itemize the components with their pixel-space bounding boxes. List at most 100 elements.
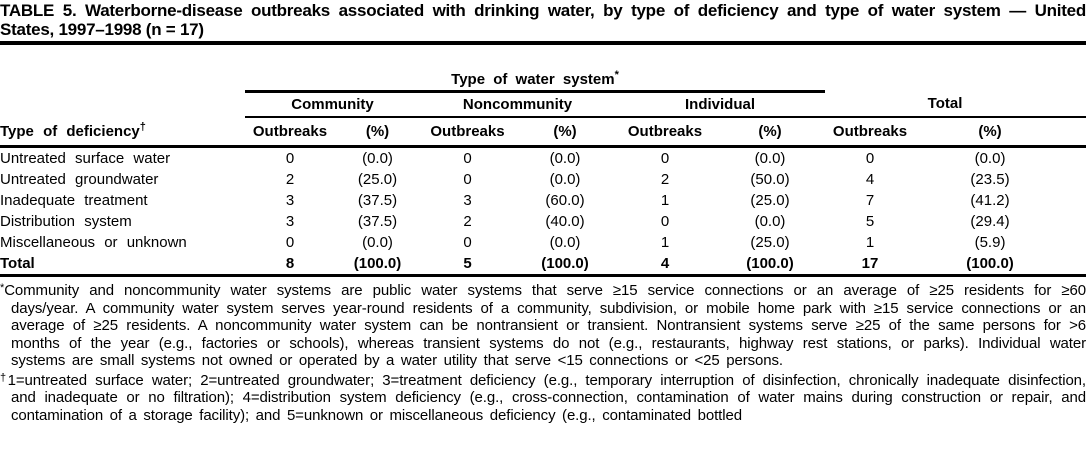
row-label: Inadequate treatment	[0, 192, 148, 209]
cell-outbreaks: 2	[660, 171, 670, 188]
row-label: Total	[0, 253, 245, 277]
cell-pct: (50.0)	[750, 171, 790, 188]
footnote-dagger: †1=untreated surface water; 2=untreated …	[0, 370, 1086, 425]
outbreaks-table: Type of water system* Community Noncommu…	[0, 45, 1086, 277]
cell-outbreaks: 4	[865, 171, 875, 188]
cell-pct: (0.0)	[549, 150, 581, 167]
footnote-text: 1=untreated surface water; 2=untreated g…	[7, 371, 1086, 424]
cell-pct: (40.0)	[545, 213, 585, 230]
cell-pct: (25.0)	[357, 171, 398, 188]
cell-pct: (25.0)	[750, 192, 790, 209]
cell-outbreaks: 3	[285, 213, 295, 230]
cell-pct: (0.0)	[754, 213, 786, 230]
row-label: Distribution system	[0, 213, 132, 230]
col-header-outbreaks-individual: Outbreaks	[615, 117, 715, 148]
col-header-outbreaks-community: Outbreaks	[245, 117, 335, 148]
column-group-total: Total	[825, 91, 1066, 118]
cell-outbreaks: 7	[865, 192, 875, 209]
col-header-pct-noncommunity: (%)	[515, 117, 615, 148]
footnote-text: Community and noncommunity water systems…	[4, 282, 1086, 369]
table-row-miscellaneous-or-unknown: Miscellaneous or unknown 0 (0.0) 0 (0.0)…	[0, 232, 1086, 253]
cell-pct: (0.0)	[549, 234, 581, 251]
asterisk-footnote-marker: *	[614, 69, 619, 81]
cell-pct: (0.0)	[549, 171, 581, 188]
cell-outbreaks: 0	[285, 234, 295, 251]
cell-spacer	[1065, 211, 1086, 232]
cell-outbreaks: 3	[463, 192, 472, 209]
col-header-outbreaks-total: Outbreaks	[825, 117, 916, 148]
cell-outbreaks: 4	[615, 253, 715, 277]
footnotes: *Community and noncommunity water system…	[0, 280, 1086, 424]
row-header-label: Type of deficiency	[0, 123, 140, 140]
cell-outbreaks: 0	[660, 213, 670, 230]
col-header-pct-total: (%)	[915, 117, 1066, 148]
cell-spacer	[1065, 190, 1086, 211]
cell-spacer	[1065, 147, 1086, 170]
cell-pct: (0.0)	[362, 150, 393, 167]
group-header-row: Community Noncommunity Individual Total	[0, 91, 1086, 118]
table-row-inadequate-treatment: Inadequate treatment 3 (37.5) 3 (60.0) 1…	[0, 190, 1086, 211]
cell-outbreaks: 1	[660, 192, 670, 209]
cell-outbreaks: 1	[865, 234, 875, 251]
cell-outbreaks: 5	[420, 253, 515, 277]
cell-spacer	[1065, 253, 1086, 277]
col-header-outbreaks-noncommunity: Outbreaks	[420, 117, 515, 148]
cell-spacer	[1065, 169, 1086, 190]
cell-outbreaks: 0	[660, 150, 670, 167]
column-header-row: Type of deficiency† Outbreaks (%) Outbre…	[0, 117, 1086, 148]
cell-pct: (100.0)	[715, 253, 826, 277]
cell-pct: (0.0)	[974, 150, 1006, 167]
table-row-total: Total 8 (100.0) 5 (100.0) 4 (100.0) 17 (…	[0, 253, 1086, 277]
table-row-untreated-groundwater: Untreated groundwater 2 (25.0) 0 (0.0) 2…	[0, 169, 1086, 190]
cell-outbreaks: 0	[463, 171, 472, 188]
cell-outbreaks: 0	[285, 150, 295, 167]
cell-pct: (100.0)	[515, 253, 615, 277]
row-label: Untreated groundwater	[0, 171, 159, 188]
cell-outbreaks: 8	[245, 253, 335, 277]
group-spacer	[0, 92, 245, 118]
table-title-line2: States, 1997–1998 (n = 17)	[0, 20, 204, 39]
cell-outbreaks: 0	[865, 150, 875, 167]
cell-pct: (23.5)	[970, 171, 1010, 188]
cell-spacer	[1065, 232, 1086, 253]
cell-pct: (0.0)	[754, 150, 786, 167]
cell-outbreaks: 17	[825, 253, 916, 277]
cell-pct: (5.9)	[974, 234, 1006, 251]
cell-pct: (25.0)	[750, 234, 790, 251]
column-group-community: Community	[245, 91, 420, 118]
cell-pct: (0.0)	[362, 234, 393, 251]
header-rule-pad	[1065, 117, 1086, 148]
cell-pct: (37.5)	[357, 213, 398, 230]
group-spanner-label: Type of water system	[451, 71, 615, 88]
footnote-asterisk: *Community and noncommunity water system…	[0, 280, 1086, 370]
cell-outbreaks: 5	[865, 213, 875, 230]
cell-pct: (29.4)	[970, 213, 1010, 230]
cell-pct: (41.2)	[970, 192, 1010, 209]
group-rule-pad	[1065, 91, 1086, 118]
cell-outbreaks: 3	[285, 192, 295, 209]
title-divider-rule	[0, 41, 1086, 45]
cell-pct: (60.0)	[545, 192, 585, 209]
dagger-footnote-marker: †	[139, 121, 146, 133]
row-label: Untreated surface water	[0, 150, 171, 167]
column-group-noncommunity: Noncommunity	[420, 91, 615, 118]
spanner-spacer-right	[825, 45, 1086, 92]
cell-outbreaks: 1	[660, 234, 670, 251]
dagger-footnote-marker: †	[0, 371, 8, 384]
table-title-line1: TABLE 5. Waterborne-disease outbreaks as…	[0, 1, 1086, 20]
cell-outbreaks: 0	[463, 234, 472, 251]
spanner-spacer	[0, 45, 245, 92]
cell-pct: (37.5)	[357, 192, 398, 209]
table-row-untreated-surface-water: Untreated surface water 0 (0.0) 0 (0.0) …	[0, 147, 1086, 170]
asterisk-footnote-marker: *	[0, 282, 5, 294]
cell-outbreaks: 2	[463, 213, 472, 230]
cell-outbreaks: 2	[285, 171, 295, 188]
spanner-row: Type of water system*	[0, 45, 1086, 93]
row-header-type-of-deficiency: Type of deficiency†	[0, 117, 245, 148]
cell-pct: (100.0)	[915, 253, 1066, 277]
cell-pct: (100.0)	[335, 253, 420, 277]
column-group-individual: Individual	[615, 91, 826, 118]
cell-outbreaks: 0	[463, 150, 472, 167]
table-title: TABLE 5. Waterborne-disease outbreaks as…	[0, 0, 1086, 39]
